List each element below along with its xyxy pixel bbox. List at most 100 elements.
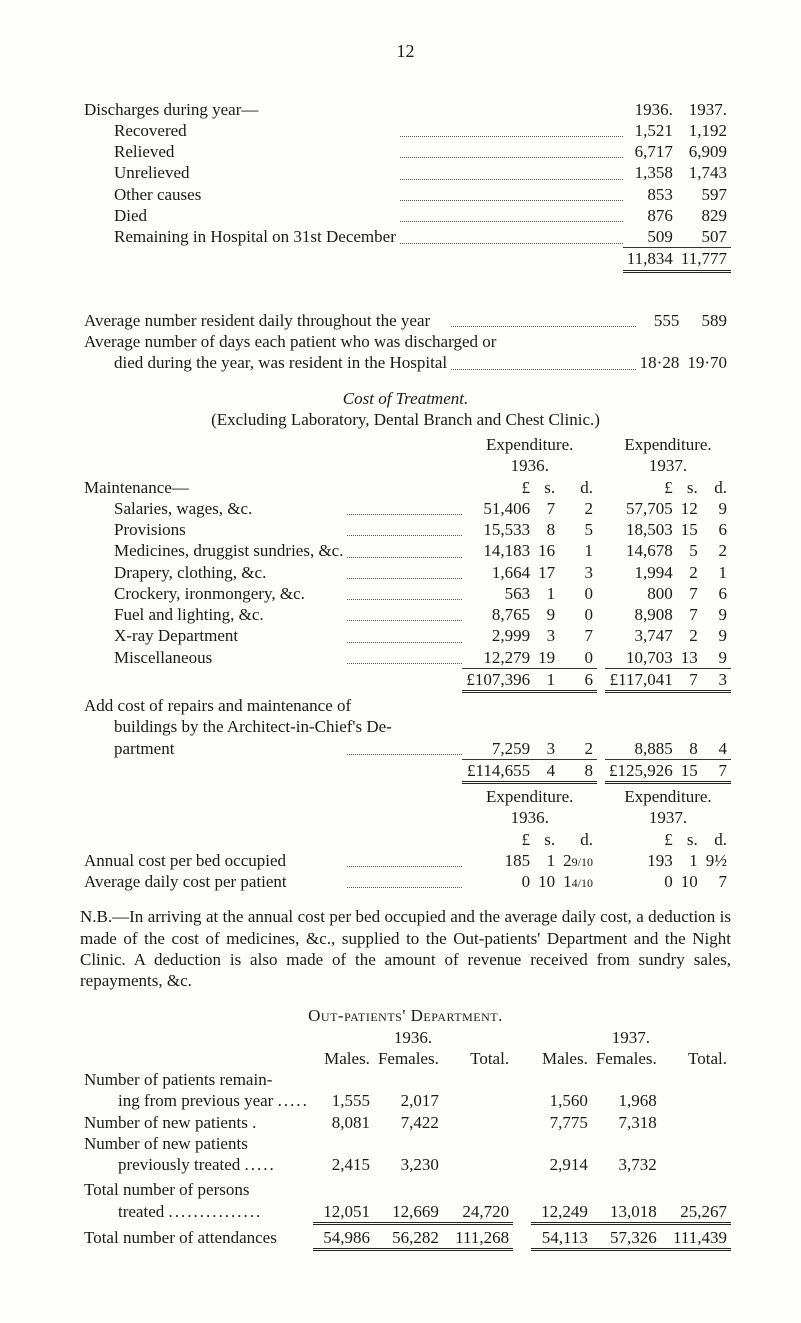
maint-L37: 3,747 [605,625,677,646]
out-total-t36: 24,720 [443,1201,513,1224]
lsd-d-37: d. [702,477,731,498]
exp-heading-pb-36: Expenditure. [462,786,597,807]
avg-resident-label: Average number resident daily throughout… [80,310,451,331]
out-t36 [443,1112,513,1133]
discharges-val-b: 6,909 [677,141,731,162]
discharges-val-b: 1,743 [677,162,731,183]
out-m36: 8,081 [313,1112,374,1133]
maint-L36: 563 [462,583,534,604]
out-row-label-a: Number of new patients [80,1133,313,1154]
discharges-val-a: 6,717 [623,141,677,162]
year-pb-1936: 1936. [462,807,597,828]
maint-row-label: Medicines, druggist sundries, &c. [80,540,347,561]
maint-s36: 7 [534,498,559,519]
out-total-f36: 12,669 [374,1201,443,1224]
exp-heading-pb-37: Expenditure. [605,786,731,807]
maint-s37: 7 [677,583,702,604]
out-row-label-b: ing from previous year [84,1091,273,1110]
maint-s36: 9 [534,604,559,625]
maint-s37: 5 [677,540,702,561]
outpatients-heading: Out-patients' Department. [80,1005,731,1026]
out-col-t36: Total. [443,1048,513,1069]
avg-resident-b: 589 [683,310,731,331]
out-row-label-a: Number of patients remain- [80,1069,313,1090]
out-t37 [661,1112,731,1133]
out-total-f37: 13,018 [592,1201,661,1224]
lsd-d-pb37: d. [702,829,731,850]
attend-f37: 57,326 [592,1227,661,1250]
out-t37 [661,1154,731,1175]
maint-total-s36: 1 [534,668,559,691]
lsd-L-37: £ [605,477,677,498]
out-f36: 2,017 [374,1090,443,1111]
maint-d36: 1 [559,540,597,561]
attend-t36: 111,268 [443,1227,513,1250]
maint-L36: 2,999 [462,625,534,646]
maint-L37: 57,705 [605,498,677,519]
out-m37: 1,560 [531,1090,592,1111]
perpat-L36: 0 [462,871,534,892]
maintenance-heading: Maintenance— [80,477,347,498]
perbed-d36: 29/10 [559,850,597,871]
out-f37: 7,318 [592,1112,661,1133]
perpat-s36: 10 [534,871,559,892]
out-t36 [443,1090,513,1111]
avg-days-label-b: died during the year, was resident in th… [80,352,451,373]
repairs-label-b: buildings by the Architect-in-Chief's De… [80,716,731,737]
maint-s37: 7 [677,604,702,625]
maint-s36: 1 [534,583,559,604]
grand-d36: 8 [559,759,597,782]
discharges-heading: Discharges during year— [80,99,400,120]
maint-total-d36: 6 [559,668,597,691]
maint-d37: 6 [702,583,731,604]
lsd-s-pb37: s. [677,829,702,850]
maint-s37: 2 [677,625,702,646]
discharges-row-label: Unrelieved [80,162,400,183]
repairs-s36: 3 [534,738,559,760]
out-m36: 2,415 [313,1154,374,1175]
maint-s36: 3 [534,625,559,646]
grand-L37: £125,926 [605,759,677,782]
maint-row-label: Drapery, clothing, &c. [80,562,347,583]
maint-L36: 12,279 [462,647,534,669]
out-total-m36: 12,051 [313,1201,374,1224]
lsd-d-pb36: d. [559,829,597,850]
avg-days-b: 19·70 [683,352,731,373]
maint-row-label: Miscellaneous [80,647,347,669]
maint-L36: 15,533 [462,519,534,540]
maint-L36: 8,765 [462,604,534,625]
avg-days-label-a: Average number of days each patient who … [80,331,731,352]
repairs-d36: 2 [559,738,597,760]
maint-d36: 0 [559,604,597,625]
outpatients-table: 1936. 1937. Males. Females. Total. Males… [80,1027,731,1254]
perbed-d37: 9½ [702,850,731,871]
exp-heading-1937: Expenditure. [605,434,731,455]
nb-paragraph: N.B.—In arriving at the annual cost per … [80,906,731,991]
maint-s36: 17 [534,562,559,583]
year-1936: 1936. [462,455,597,476]
exp-heading-1936: Expenditure. [462,434,597,455]
discharges-val-a: 1,521 [623,120,677,141]
attend-m37: 54,113 [531,1227,592,1250]
lsd-L-pb37: £ [605,829,677,850]
repairs-label-a: Add cost of repairs and maintenance of [80,695,731,716]
out-col-m37: Males. [531,1048,592,1069]
out-row-label: Number of new patients . [80,1112,313,1133]
out-col-t37: Total. [661,1048,731,1069]
maint-s37: 2 [677,562,702,583]
maintenance-table: Expenditure. Expenditure. 1936. 1937. Ma… [80,434,731,892]
page-number: 12 [80,40,731,63]
maint-L37: 8,908 [605,604,677,625]
out-t36 [443,1154,513,1175]
year-pb-1937: 1937. [605,807,731,828]
out-total-t37: 25,267 [661,1201,731,1224]
perbed-L37: 193 [605,850,677,871]
maint-s36: 16 [534,540,559,561]
maint-total-L37: £117,041 [605,668,677,691]
maint-s36: 8 [534,519,559,540]
out-col-f36: Females. [374,1048,443,1069]
grand-L36: £114,655 [462,759,534,782]
maint-total-s37: 7 [677,668,702,691]
maint-s36: 19 [534,647,559,669]
repairs-s37: 8 [677,738,702,760]
